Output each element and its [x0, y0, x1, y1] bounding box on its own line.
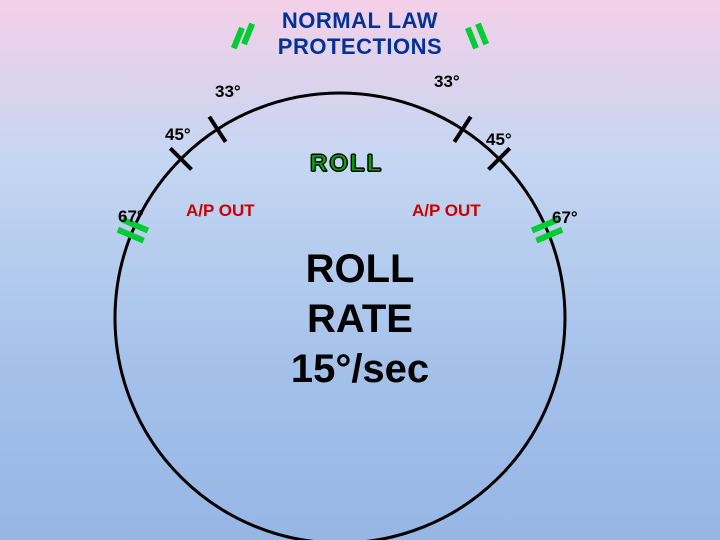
angle-label: 45°: [486, 130, 512, 150]
diagram-stage: NORMAL LAW PROTECTIONS ROLL A/P OUT A/P …: [0, 0, 720, 540]
title-line-2: PROTECTIONS: [0, 34, 720, 60]
angle-label: 33°: [434, 72, 460, 92]
angle-label: 45°: [165, 125, 191, 145]
angle-label: 33°: [215, 82, 241, 102]
ap-out-left: A/P OUT: [186, 201, 255, 221]
roll-heading: ROLL: [310, 150, 383, 178]
angle-label: 67°: [118, 207, 144, 227]
center-line-3: 15°/sec: [0, 347, 720, 392]
center-line-1: ROLL: [0, 247, 720, 292]
ap-out-right: A/P OUT: [412, 201, 481, 221]
angle-label: 67°: [552, 208, 578, 228]
title-line-1: NORMAL LAW: [0, 8, 720, 34]
center-line-2: RATE: [0, 297, 720, 342]
